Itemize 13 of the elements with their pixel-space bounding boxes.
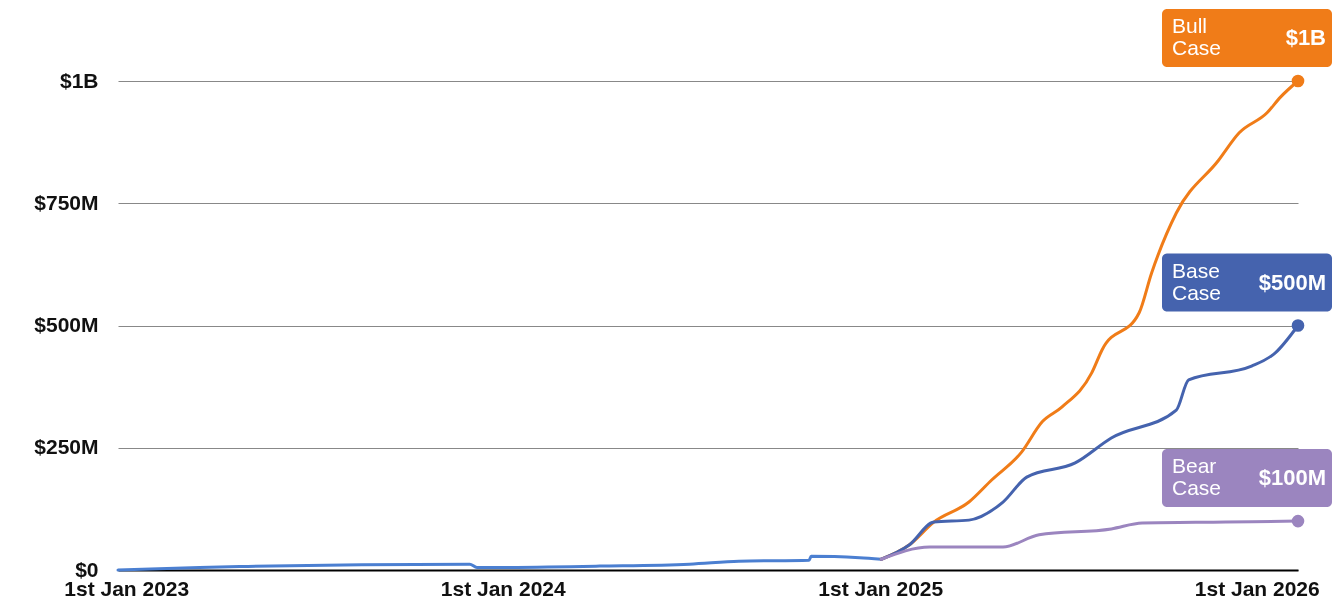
text: Bull Case: [1172, 14, 1222, 59]
x-tick-label: 1st Jan 2026: [1194, 576, 1320, 600]
series-label: Bear Case: [1172, 454, 1222, 500]
y-tick-label: $500M: [34, 313, 99, 336]
annotation: $500M: [1258, 269, 1326, 295]
text: Base Case: [1172, 258, 1222, 304]
y-tick-label: $250M: [34, 435, 99, 459]
y-tick-label: $750M: [34, 190, 99, 214]
x-tick-label: 1st Jan 2024: [440, 576, 567, 600]
annotation: $100M: [1258, 465, 1326, 491]
y-tick-label: $1B: [59, 68, 99, 92]
x-tick-label: 1st Jan 2025: [818, 576, 944, 600]
annotation: $1B: [1285, 25, 1326, 50]
